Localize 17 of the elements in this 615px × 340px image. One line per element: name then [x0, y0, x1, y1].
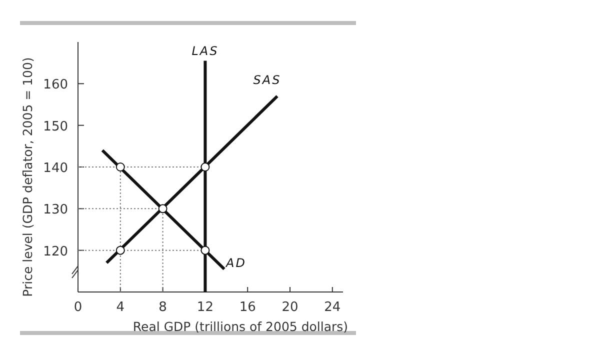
y-axis-title: Price level (GDP deflator, 2005 = 100): [20, 57, 35, 297]
series-label: SAS: [253, 73, 282, 88]
x-tick-label: 16: [239, 300, 256, 315]
y-tick-label: 150: [43, 119, 68, 134]
series-label: LAS: [192, 44, 219, 58]
y-tick-label: 140: [43, 161, 68, 176]
x-tick-label: 24: [324, 300, 341, 315]
x-tick-label: 12: [196, 300, 214, 315]
x-tick-label: 20: [282, 300, 298, 315]
x-axis-title: Real GDP (trillions of 2005 dollars): [132, 319, 348, 334]
x-tick-label: 0: [74, 300, 82, 315]
x-tick-label: 4: [116, 300, 125, 315]
x-tick-label: 8: [158, 300, 167, 315]
y-tick-label: 160: [43, 78, 68, 93]
y-tick-label: 120: [43, 244, 68, 260]
series-label: AD: [225, 256, 247, 270]
y-tick-label: 130: [43, 202, 68, 218]
